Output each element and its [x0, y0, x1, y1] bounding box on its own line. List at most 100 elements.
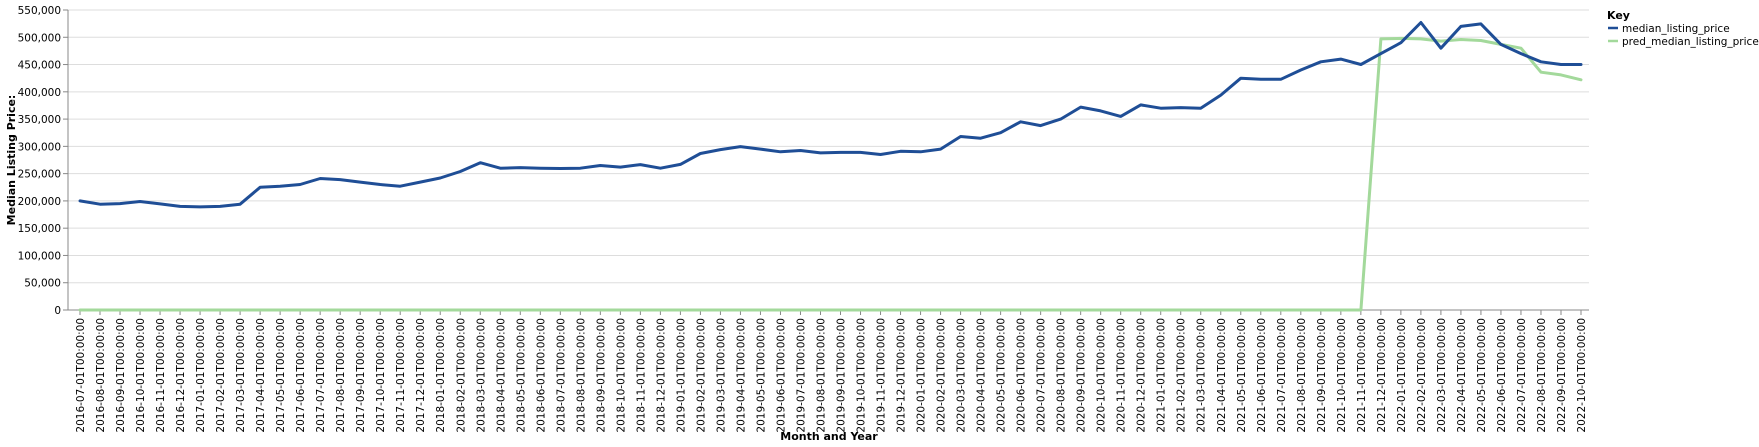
y-tick-label: 550,000: [18, 5, 61, 17]
x-tick-label: 2021-02-01T00:00:00: [1176, 318, 1188, 433]
x-tick-label: 2018-12-01T00:00:00: [655, 318, 667, 433]
x-tick-label: 2019-10-01T00:00:00: [856, 318, 868, 433]
x-tick-label: 2018-05-01T00:00:00: [515, 318, 527, 433]
x-tick-label: 2019-06-01T00:00:00: [775, 318, 787, 433]
x-tick-label: 2018-06-01T00:00:00: [535, 318, 547, 433]
legend: Key median_listing_pricepred_median_list…: [1607, 9, 1759, 48]
x-tick-label: 2016-08-01T00:00:00: [95, 318, 107, 433]
y-tick-label: 300,000: [18, 141, 61, 153]
x-tick-label: 2021-12-01T00:00:00: [1376, 318, 1388, 433]
x-tick-label: 2022-01-01T00:00:00: [1396, 318, 1408, 433]
x-tick-label: 2019-11-01T00:00:00: [876, 318, 888, 433]
y-tick-label: 150,000: [18, 223, 61, 235]
x-tick-label: 2021-09-01T00:00:00: [1316, 318, 1328, 433]
x-tick-label: 2016-11-01T00:00:00: [155, 318, 167, 433]
x-tick-label: 2020-05-01T00:00:00: [996, 318, 1008, 433]
y-axis-ticks: 0 50,000 100,000 150,000 200,000 250,000 300,0…: [18, 5, 68, 317]
x-tick-label: 2018-08-01T00:00:00: [575, 318, 587, 433]
x-tick-label: 2022-07-01T00:00:00: [1516, 318, 1528, 433]
x-tick-label: 2016-09-01T00:00:00: [115, 318, 127, 433]
y-axis-title: Median Listing Price:: [5, 95, 18, 226]
x-tick-label: 2021-08-01T00:00:00: [1296, 318, 1308, 433]
x-tick-label: 2018-02-01T00:00:00: [455, 318, 467, 433]
x-tick-label: 2018-11-01T00:00:00: [635, 318, 647, 433]
x-tick-label: 2020-11-01T00:00:00: [1116, 318, 1128, 433]
x-tick-label: 2020-09-01T00:00:00: [1076, 318, 1088, 433]
x-tick-label: 2019-09-01T00:00:00: [836, 318, 848, 433]
x-tick-label: 2016-10-01T00:00:00: [135, 318, 147, 433]
x-tick-label: 2019-07-01T00:00:00: [795, 318, 807, 433]
y-tick-label: 0: [54, 305, 61, 317]
axes: [67, 10, 1589, 311]
x-tick-label: 2019-03-01T00:00:00: [715, 318, 727, 433]
x-tick-label: 2019-05-01T00:00:00: [755, 318, 767, 433]
x-tick-label: 2021-10-01T00:00:00: [1336, 318, 1348, 433]
x-tick-label: 2017-09-01T00:00:00: [355, 318, 367, 433]
series-line-pred_median_listing_price: [78, 36, 1583, 312]
x-tick-label: 2018-07-01T00:00:00: [555, 318, 567, 433]
x-tick-label: 2017-05-01T00:00:00: [275, 318, 287, 433]
x-tick-label: 2017-08-01T00:00:00: [335, 318, 347, 433]
x-tick-label: 2020-03-01T00:00:00: [956, 318, 968, 433]
x-tick-label: 2021-07-01T00:00:00: [1276, 318, 1288, 433]
x-tick-label: 2021-04-01T00:00:00: [1216, 318, 1228, 433]
x-tick-label: 2017-01-01T00:00:00: [195, 318, 207, 433]
y-tick-label: 50,000: [24, 278, 61, 290]
x-tick-label: 2018-10-01T00:00:00: [615, 318, 627, 433]
series-lines: [78, 21, 1583, 312]
x-tick-label: 2021-06-01T00:00:00: [1256, 318, 1268, 433]
x-tick-label: 2021-03-01T00:00:00: [1196, 318, 1208, 433]
y-tick-label: 400,000: [18, 87, 61, 99]
x-tick-label: 2020-01-01T00:00:00: [916, 318, 928, 433]
x-tick-label: 2020-07-01T00:00:00: [1036, 318, 1048, 433]
y-tick-label: 100,000: [18, 250, 61, 262]
x-tick-label: 2017-12-01T00:00:00: [415, 318, 427, 433]
grid-lines: [68, 9, 1589, 311]
y-tick-label: 200,000: [18, 196, 61, 208]
x-tick-label: 2017-03-01T00:00:00: [235, 318, 247, 433]
x-tick-label: 2022-05-01T00:00:00: [1476, 318, 1488, 433]
x-tick-label: 2019-01-01T00:00:00: [675, 318, 687, 433]
x-tick-label: 2019-08-01T00:00:00: [815, 318, 827, 433]
legend-label-pred_median_listing_price: pred_median_listing_price: [1622, 36, 1759, 48]
x-tick-label: 2019-02-01T00:00:00: [695, 318, 707, 433]
x-tick-label: 2022-09-01T00:00:00: [1556, 318, 1568, 433]
y-tick-label: 450,000: [18, 60, 61, 72]
y-tick-label: 250,000: [18, 169, 61, 181]
x-tick-label: 2020-12-01T00:00:00: [1136, 318, 1148, 433]
x-tick-label: 2021-05-01T00:00:00: [1236, 318, 1248, 433]
x-tick-label: 2017-06-01T00:00:00: [295, 318, 307, 433]
x-tick-label: 2018-01-01T00:00:00: [435, 318, 447, 433]
x-tick-label: 2022-10-01T00:00:00: [1576, 318, 1588, 433]
y-tick-label: 500,000: [18, 32, 61, 44]
x-tick-label: 2022-02-01T00:00:00: [1416, 318, 1428, 433]
x-tick-label: 2022-04-01T00:00:00: [1456, 318, 1468, 433]
legend-label-median_listing_price: median_listing_price: [1622, 23, 1730, 35]
x-tick-label: 2020-06-01T00:00:00: [1016, 318, 1028, 433]
x-tick-label: 2020-02-01T00:00:00: [936, 318, 948, 433]
x-tick-label: 2021-11-01T00:00:00: [1356, 318, 1368, 433]
x-tick-label: 2020-08-01T00:00:00: [1056, 318, 1068, 433]
x-tick-label: 2017-07-01T00:00:00: [315, 318, 327, 433]
x-tick-label: 2017-04-01T00:00:00: [255, 318, 267, 433]
x-tick-label: 2021-01-01T00:00:00: [1156, 318, 1168, 433]
x-tick-label: 2018-09-01T00:00:00: [595, 318, 607, 433]
x-tick-label: 2016-07-01T00:00:00: [75, 318, 87, 433]
y-tick-label: 350,000: [18, 114, 61, 126]
x-tick-label: 2022-03-01T00:00:00: [1436, 318, 1448, 433]
x-tick-label: 2017-10-01T00:00:00: [375, 318, 387, 433]
x-tick-label: 2022-08-01T00:00:00: [1536, 318, 1548, 433]
x-tick-label: 2020-10-01T00:00:00: [1096, 318, 1108, 433]
x-tick-label: 2017-11-01T00:00:00: [395, 318, 407, 433]
x-tick-label: 2019-04-01T00:00:00: [735, 318, 747, 433]
x-tick-label: 2017-02-01T00:00:00: [215, 318, 227, 433]
legend-title: Key: [1607, 9, 1630, 22]
x-tick-label: 2016-12-01T00:00:00: [175, 318, 187, 433]
x-tick-label: 2019-12-01T00:00:00: [896, 318, 908, 433]
x-tick-label: 2018-03-01T00:00:00: [475, 318, 487, 433]
x-axis-ticks: 2016-07-01T00:00:00 2016-08-01T00:00:00 20…: [75, 310, 1588, 433]
x-axis-title: Month and Year: [780, 430, 878, 443]
series-line-median_listing_price: [78, 21, 1583, 209]
x-tick-label: 2020-04-01T00:00:00: [976, 318, 988, 433]
